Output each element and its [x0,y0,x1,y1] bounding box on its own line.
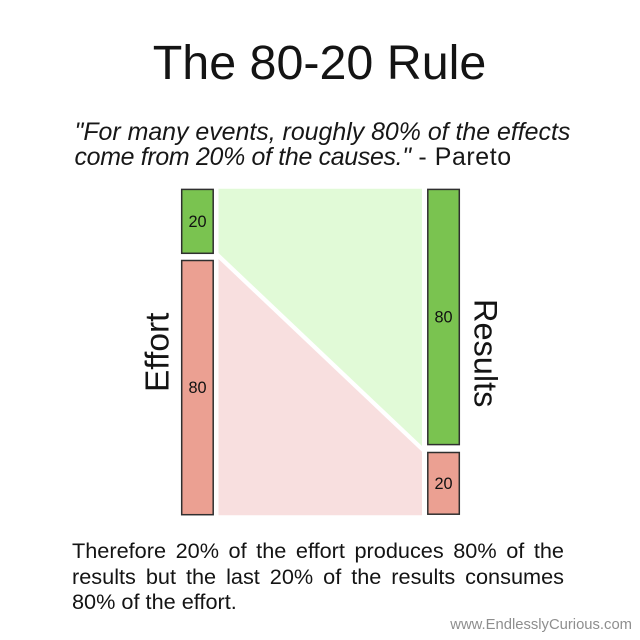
svg-text:20: 20 [434,475,452,493]
svg-text:Effort: Effort [139,312,176,392]
svg-text:20: 20 [188,213,206,231]
svg-text:Results: Results [467,299,503,407]
svg-text:80: 80 [434,308,452,326]
svg-text:80: 80 [188,379,206,397]
